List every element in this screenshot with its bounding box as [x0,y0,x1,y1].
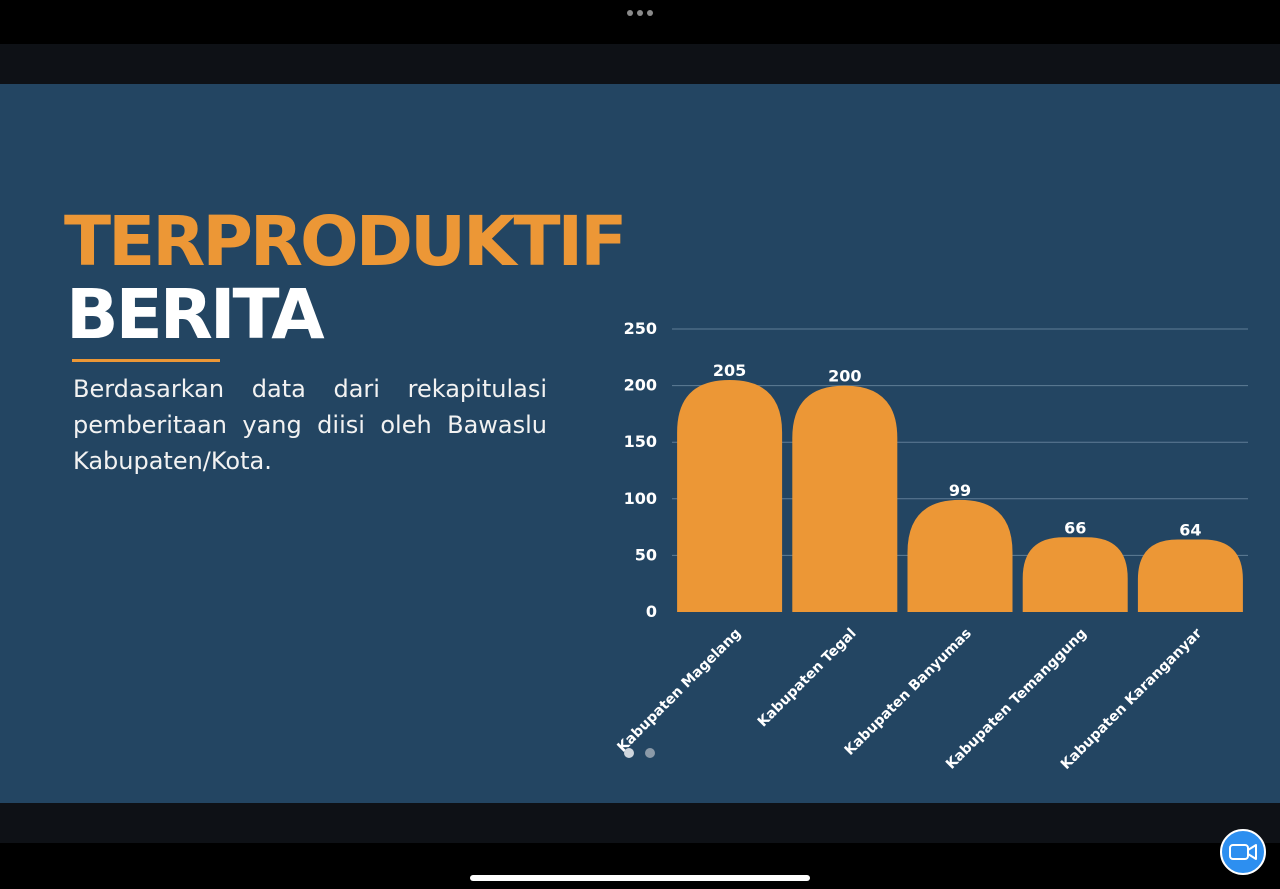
bar-chart: 0 50 100 150 200 250 205 Kabupaten Magelang 200 K… [614,319,1248,773]
letterbox-bottom [0,803,1280,843]
data-label: 205 [713,361,746,380]
x-tick-label: Kabupaten Tegal [755,626,860,731]
x-tick-label: Kabupaten Karanganyar [1058,625,1205,772]
video-camera-button[interactable] [1220,829,1266,875]
bar [1022,537,1128,612]
slide-description: Berdasarkan data dari rekapitulasi pembe… [73,375,547,475]
slide-pagination [624,748,655,758]
data-label: 66 [1064,518,1086,537]
y-tick-label: 50 [635,545,657,564]
y-tick-label: 250 [624,319,657,338]
y-tick-label: 0 [646,602,657,621]
home-indicator[interactable] [470,875,810,881]
letterbox-top [0,44,1280,84]
y-tick-label: 200 [624,376,657,395]
data-label: 200 [828,367,861,386]
x-tick-label: Kabupaten Magelang [614,626,744,756]
y-tick-label: 100 [624,489,657,508]
slide-title-line1: TERPRODUKTIF [64,202,627,282]
bar [792,385,898,612]
page-dot-1[interactable] [624,748,634,758]
data-label: 64 [1179,521,1201,540]
y-tick-label: 150 [624,432,657,451]
page-dot-2[interactable] [645,748,655,758]
bar [907,499,1013,612]
slide-title-line2: BERITA [66,275,325,355]
presentation-slide: TERPRODUKTIF BERITA Berdasarkan data dar… [0,84,1280,803]
title-underline [72,359,220,362]
bar [677,379,783,612]
more-dots-icon[interactable] [627,9,653,17]
bar [1137,539,1243,612]
video-camera-icon [1229,844,1257,860]
x-tick-label: Kabupaten Banyumas [842,626,975,759]
data-label: 99 [949,481,971,500]
